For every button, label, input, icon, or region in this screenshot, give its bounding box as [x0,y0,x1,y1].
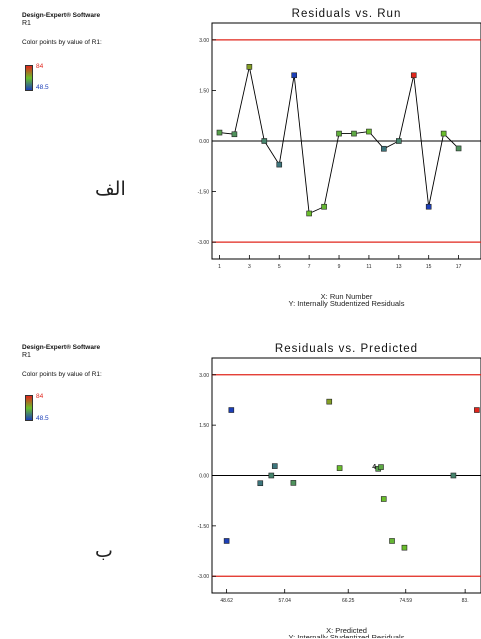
data-point [261,138,268,144]
x-axis-label: X: Run Number [321,292,373,301]
x-tick-label: 5 [278,264,281,270]
data-point [351,130,357,137]
panel-letter: ب [95,540,113,562]
data-point [290,480,297,486]
data-point [381,145,387,152]
y-tick-label: 0.00 [199,474,209,480]
data-point [246,64,253,70]
data-point [326,398,333,405]
data-point [257,480,264,487]
data-point [396,138,402,144]
y-tick-label: -3.00 [198,240,210,246]
data-point [410,72,417,79]
x-tick-label: 1 [218,264,221,270]
legend-high-label: 84 [36,393,44,400]
data-point [276,161,283,168]
color-legend-bar [25,395,33,421]
y-axis-label: Y: Internally Studentized Residuals [289,299,405,308]
data-point [380,496,387,502]
y-tick-label: 1.50 [199,88,209,94]
data-point [291,72,297,79]
legend-high-label: 84 [36,63,44,70]
x-tick-label: 66.25 [342,598,355,604]
data-point [231,131,238,138]
data-point [401,544,408,551]
point-count-annotation: 4 [372,464,376,471]
legend-low-label: 48.5 [36,84,49,91]
color-caption: Color points by value of R1: [22,371,102,378]
software-label: Design-Expert® Software [22,12,101,19]
x-tick-label: 48.62 [220,598,233,604]
x-tick-label: 15 [426,264,432,270]
chart-title: Residuals vs. Run [292,8,402,20]
x-tick-label: 7 [308,264,311,270]
y-tick-label: -1.50 [198,190,210,196]
data-point [223,538,230,544]
panel-predicted: Design-Expert® Software R1 Color points … [0,320,481,638]
y-tick-label: -3.00 [198,574,210,580]
x-axis-label: X: Predicted [326,626,367,635]
data-point [216,129,223,136]
sidebar-info: Design-Expert® Software R1 Color points … [22,344,102,379]
sidebar-info: Design-Expert® Software R1 Color points … [22,12,102,47]
data-point [366,128,372,135]
data-point [425,203,432,210]
color-legend-bar [25,65,33,91]
panel-letter: الف [95,178,126,200]
data-point [306,210,312,217]
data-point [268,472,275,479]
data-point [455,145,462,152]
residuals-vs-predicted-chart: Residuals vs. Predicted 3.00 1.50 0.00 -1.50… [198,343,481,638]
response-label: R1 [22,20,31,27]
response-label: R1 [22,352,31,359]
legend-low-label: 48.5 [36,415,49,422]
data-point [378,464,384,470]
data-point [271,463,278,469]
series-line [219,66,459,215]
data-point [389,538,395,544]
data-point [440,130,447,137]
residuals-vs-run-chart: Residuals vs. Run 3.00 1.50 0.00 -1.50 -3.00 1… [198,8,481,308]
y-axis-label: Y: Internally Studentized Residuals [289,633,405,638]
color-caption: Color points by value of R1: [22,39,102,46]
y-tick-label: 3.00 [199,373,209,379]
data-point [336,130,342,137]
panel-run: Design-Expert® Software R1 Color points … [0,0,481,318]
x-tick-label: 3 [248,264,251,270]
y-tick-label: 0.00 [199,139,209,145]
x-tick-label: 74.59 [399,598,412,604]
x-tick-label: 17 [456,264,462,270]
data-point [450,472,457,479]
y-tick-label: 3.00 [199,38,209,44]
chart-title: Residuals vs. Predicted [275,343,418,355]
y-tick-label: -1.50 [198,524,210,530]
x-tick-label: 9 [338,264,341,270]
data-point [228,407,235,413]
data-point [336,465,343,471]
x-tick-label: 83. [462,598,469,604]
software-label: Design-Expert® Software [22,344,101,351]
data-point [321,203,327,210]
x-tick-label: 57.04 [278,598,291,604]
x-tick-label: 13 [396,264,402,270]
data-point [474,407,480,413]
y-tick-label: 1.50 [199,423,209,429]
x-tick-label: 11 [366,264,371,270]
